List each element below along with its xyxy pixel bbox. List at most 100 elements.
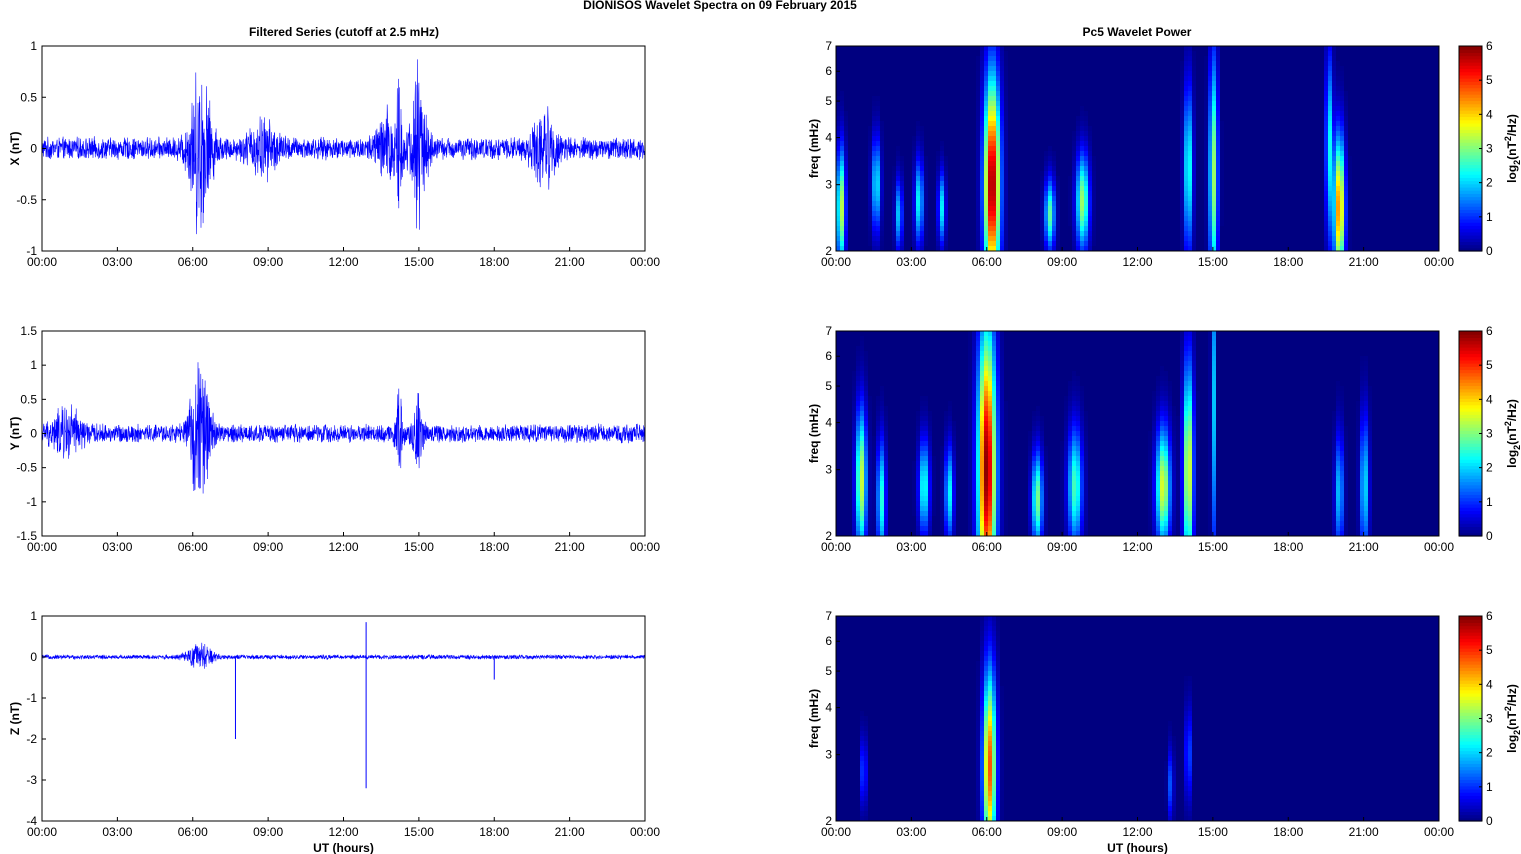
heatmap-cell bbox=[1188, 146, 1192, 151]
heatmap-cell bbox=[876, 506, 880, 511]
heatmap-cell bbox=[1180, 481, 1184, 486]
heatmap-cell bbox=[872, 206, 876, 211]
heatmap-cell bbox=[984, 341, 988, 346]
heatmap-cell bbox=[916, 171, 920, 176]
heatmap-cell bbox=[1216, 141, 1220, 146]
heatmap-cell bbox=[1204, 236, 1208, 241]
heatmap-cell bbox=[1368, 526, 1372, 531]
heatmap-cell bbox=[1072, 211, 1076, 216]
heatmap-cell bbox=[1328, 66, 1332, 71]
heatmap-cell bbox=[1068, 441, 1072, 446]
heatmap-cell bbox=[912, 466, 916, 471]
heatmap-cell bbox=[1184, 391, 1188, 396]
heatmap-cell bbox=[924, 166, 928, 171]
heatmap-cell bbox=[992, 336, 996, 341]
heatmap-cell bbox=[988, 211, 992, 216]
heatmap-cell bbox=[1052, 231, 1056, 236]
heatmap-cell bbox=[1188, 491, 1192, 496]
colorbar-swatch bbox=[1459, 183, 1482, 188]
colorbar-tick-label: 4 bbox=[1486, 392, 1493, 406]
heatmap-cell bbox=[980, 626, 984, 631]
heatmap-cell bbox=[896, 201, 900, 206]
heatmap-cell bbox=[1088, 161, 1092, 166]
heatmap-cell bbox=[1364, 451, 1368, 456]
heatmap-cell bbox=[1188, 121, 1192, 126]
colorbar-swatch bbox=[1459, 436, 1482, 441]
heatmap-cell bbox=[876, 121, 880, 126]
heatmap-cell bbox=[872, 446, 876, 451]
heatmap-cell bbox=[1036, 441, 1040, 446]
heatmap-cell bbox=[1064, 416, 1068, 421]
heatmap-cell bbox=[1208, 331, 1212, 336]
heatmap-cell bbox=[1000, 121, 1004, 126]
heatmap-cell bbox=[1192, 486, 1196, 491]
heatmap-cell bbox=[940, 206, 944, 211]
y-tick-label: 5 bbox=[825, 94, 832, 108]
heatmap-cell bbox=[1164, 526, 1168, 531]
heatmap-cell bbox=[1356, 486, 1360, 491]
heatmap-cell bbox=[1332, 186, 1336, 191]
heatmap-cell bbox=[1168, 511, 1172, 516]
heatmap-cell bbox=[1208, 121, 1212, 126]
heatmap-cell bbox=[1000, 456, 1004, 461]
heatmap-cell bbox=[928, 441, 932, 446]
heatmap-cell bbox=[860, 366, 864, 371]
heatmap-cell bbox=[1004, 96, 1008, 101]
x-axis-label: UT (hours) bbox=[313, 841, 374, 854]
heatmap-cell bbox=[1332, 121, 1336, 126]
heatmap-cell bbox=[992, 696, 996, 701]
heatmap-cell bbox=[1208, 101, 1212, 106]
heatmap-cell bbox=[1080, 191, 1084, 196]
heatmap-cell bbox=[884, 411, 888, 416]
heatmap-cell bbox=[1160, 481, 1164, 486]
heatmap-cell bbox=[1168, 441, 1172, 446]
x-tick-label: 09:00 bbox=[253, 255, 283, 269]
heatmap-cell bbox=[860, 521, 864, 526]
heatmap-cell bbox=[996, 761, 1000, 766]
heatmap-cell bbox=[1360, 411, 1364, 416]
heatmap-cell bbox=[1160, 466, 1164, 471]
heatmap-cell bbox=[996, 51, 1000, 56]
heatmap-cell bbox=[1212, 521, 1216, 526]
heatmap-cell bbox=[988, 716, 992, 721]
heatmap-cell bbox=[948, 461, 952, 466]
heatmap-cell bbox=[1216, 106, 1220, 111]
heatmap-cell bbox=[1084, 231, 1088, 236]
heatmap-cell bbox=[840, 186, 844, 191]
heatmap-cell bbox=[980, 501, 984, 506]
heatmap-cell bbox=[980, 511, 984, 516]
heatmap-cell bbox=[1220, 141, 1224, 146]
heatmap-cell bbox=[1004, 406, 1008, 411]
heatmap-cell bbox=[1076, 191, 1080, 196]
heatmap-cell bbox=[1000, 381, 1004, 386]
heatmap-cell bbox=[1184, 486, 1188, 491]
heatmap-cell bbox=[940, 176, 944, 181]
heatmap-cell bbox=[1356, 436, 1360, 441]
heatmap-cell bbox=[852, 401, 856, 406]
colorbar-swatch bbox=[1459, 529, 1482, 534]
heatmap-cell bbox=[916, 161, 920, 166]
heatmap-cell bbox=[976, 161, 980, 166]
heatmap-cell bbox=[1340, 241, 1344, 246]
heatmap-cell bbox=[1336, 191, 1340, 196]
heatmap-cell bbox=[1344, 516, 1348, 521]
heatmap-cell bbox=[936, 186, 940, 191]
heatmap-cell bbox=[1180, 151, 1184, 156]
heatmap-cell bbox=[1084, 441, 1088, 446]
heatmap-cell bbox=[924, 411, 928, 416]
heatmap-cell bbox=[976, 81, 980, 86]
heatmap-cell bbox=[1184, 466, 1188, 471]
heatmap-cell bbox=[836, 111, 840, 116]
heatmap-cell bbox=[1032, 481, 1036, 486]
heatmap-cell bbox=[928, 526, 932, 531]
heatmap-cell bbox=[912, 146, 916, 151]
heatmap-cell bbox=[1328, 241, 1332, 246]
heatmap-cell bbox=[860, 486, 864, 491]
heatmap-cell bbox=[988, 431, 992, 436]
heatmap-cell bbox=[1336, 66, 1340, 71]
heatmap-cell bbox=[860, 396, 864, 401]
heatmap-cell bbox=[1212, 406, 1216, 411]
heatmap-cell bbox=[844, 191, 848, 196]
heatmap-cell bbox=[1052, 166, 1056, 171]
heatmap-cell bbox=[1000, 171, 1004, 176]
